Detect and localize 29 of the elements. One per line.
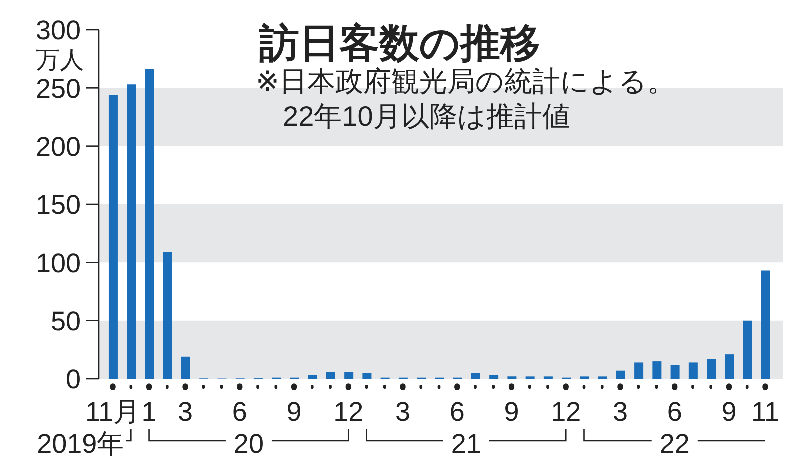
y-tick-label: 300 xyxy=(36,16,81,46)
x-tick-label: 3 xyxy=(395,397,411,427)
x-tick-label: 6 xyxy=(232,397,248,427)
x-tick-label: 9 xyxy=(504,397,520,427)
y-tick-label: 200 xyxy=(36,132,81,162)
text: 22 xyxy=(660,429,690,459)
text: 2019年 xyxy=(37,429,124,459)
x-tick-label: 9 xyxy=(286,397,302,427)
x-tick-label: 11 xyxy=(751,397,780,427)
y-tick-label: 100 xyxy=(36,248,81,278)
annotation: ※日本政府観光局の統計による。 xyxy=(256,66,676,97)
y-tick-label: 150 xyxy=(36,190,81,220)
chart-title: 訪日客数の推移 xyxy=(258,22,540,66)
y-tick-label: 0 xyxy=(66,364,81,395)
x-tick-label: 9 xyxy=(722,397,737,427)
y-tick-label: 250 xyxy=(36,74,81,104)
x-tick-label: 12 xyxy=(334,397,364,427)
x-tick-label: 11月 xyxy=(86,397,141,427)
x-tick-label: 3 xyxy=(612,397,628,427)
x-tick-label: 6 xyxy=(667,397,682,427)
x-tick-label: 6 xyxy=(450,397,465,427)
x-tick-label: 1 xyxy=(142,397,157,427)
y-axis-title: 万人 xyxy=(36,47,84,74)
annotation: 22年10月以降は推計値 xyxy=(283,101,570,132)
y-tick-label: 50 xyxy=(50,306,81,336)
text: 20 xyxy=(234,429,264,459)
text: 21 xyxy=(451,429,482,459)
x-tick-label: 3 xyxy=(178,397,194,427)
x-tick-label: 12 xyxy=(551,397,582,427)
